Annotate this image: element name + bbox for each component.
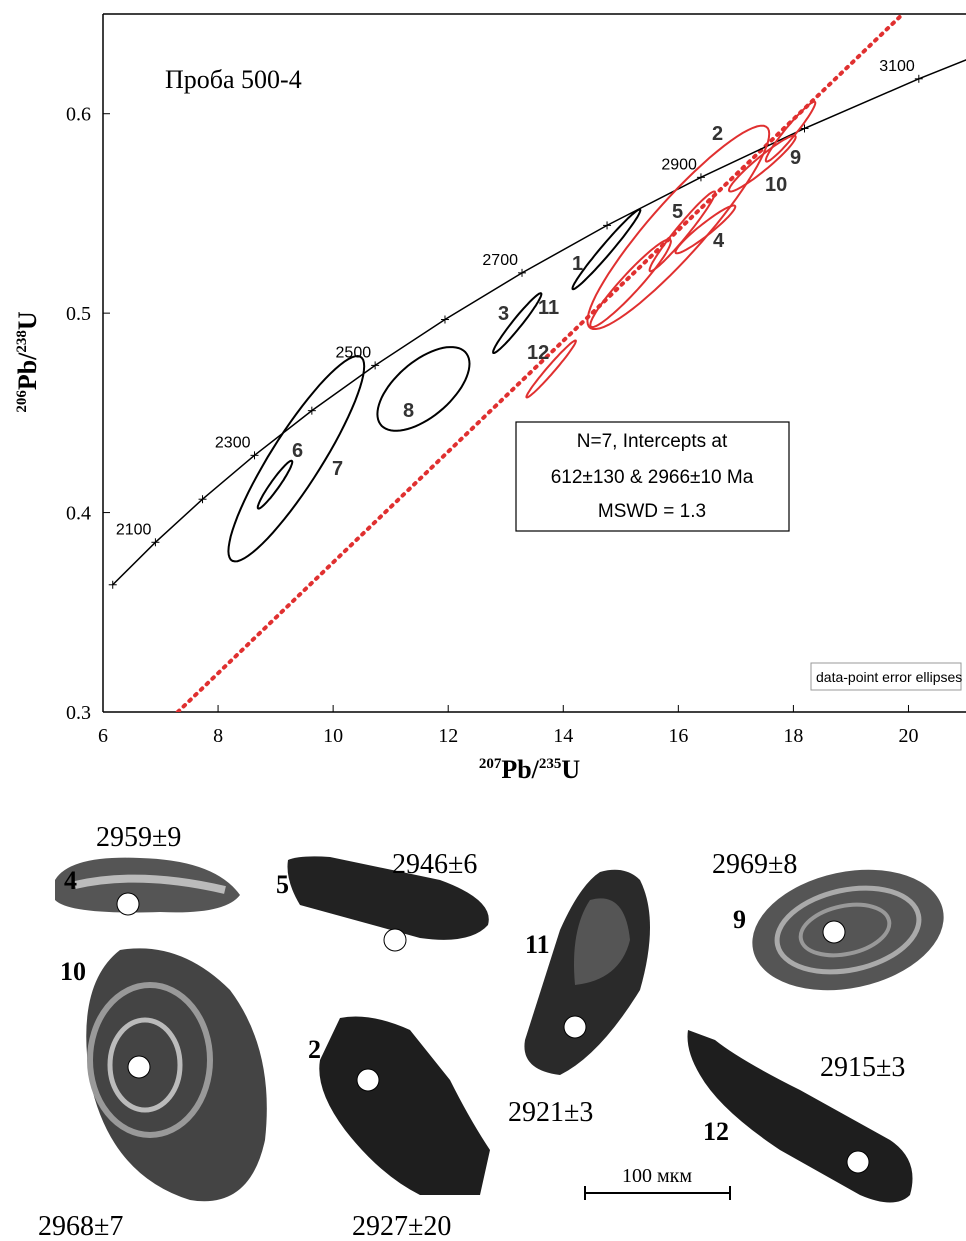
grain-label: 9 xyxy=(733,905,746,934)
point-label: 7 xyxy=(332,458,343,480)
point-label: 9 xyxy=(790,147,801,169)
annotation: 612±130 & 2966±10 Ma xyxy=(551,467,754,488)
point-label: 5 xyxy=(672,201,683,223)
spot xyxy=(384,929,406,951)
axis-label-part: Pb/ xyxy=(501,755,539,784)
x-tick-label: 14 xyxy=(553,725,573,747)
error-ellipse xyxy=(258,461,293,509)
concordia-tick xyxy=(697,173,705,181)
age-label: 3100 xyxy=(879,58,915,75)
age-label: 2700 xyxy=(482,252,518,269)
chart-title: Проба 500-4 xyxy=(165,65,302,94)
zircon-images: 4 5 11 9 10 2 12 2959±9 2946±6 2921±3 29… xyxy=(38,822,955,1241)
scale-bar-label: 100 мкм xyxy=(622,1165,692,1187)
spot xyxy=(564,1016,586,1038)
grain xyxy=(86,948,267,1201)
grain-age: 2927±20 xyxy=(352,1211,451,1241)
grain-label: 5 xyxy=(276,870,289,899)
grain-age: 2915±3 xyxy=(820,1052,905,1083)
grain-age: 2968±7 xyxy=(38,1211,123,1241)
concordia-tick xyxy=(603,221,611,229)
point-label: 4 xyxy=(713,230,725,252)
concordia-tick xyxy=(518,269,526,277)
grain-age: 2946±6 xyxy=(392,849,477,880)
concordia-tick xyxy=(915,75,923,83)
point-label: 10 xyxy=(765,174,787,196)
x-tick-label: 10 xyxy=(323,725,343,747)
y-tick-label: 0.5 xyxy=(66,303,91,325)
spot xyxy=(128,1056,150,1078)
age-label: 2300 xyxy=(215,434,251,451)
grain-age: 2959±9 xyxy=(96,822,181,853)
axis-label-part: 207 xyxy=(479,756,502,772)
concordia-tick xyxy=(441,316,449,324)
grain-label: 11 xyxy=(525,930,550,959)
page: Проба 500-4 N=7, Intercepts at 612±130 &… xyxy=(0,0,966,1241)
x-tick-label: 20 xyxy=(898,725,918,747)
point-label: 1 xyxy=(572,253,583,275)
annotation: N=7, Intercepts at xyxy=(577,431,728,452)
grain-label: 12 xyxy=(703,1117,729,1146)
grain-label: 4 xyxy=(64,866,77,895)
concordia-chart: Проба 500-4 N=7, Intercepts at 612±130 &… xyxy=(13,14,966,784)
axis-label: 207Pb/235U xyxy=(479,755,581,784)
grain-age: 2969±8 xyxy=(712,849,797,880)
x-tick-label: 6 xyxy=(98,725,108,747)
y-tick-label: 0.3 xyxy=(66,702,91,724)
axis-label-part: U xyxy=(561,755,580,784)
spot xyxy=(117,893,139,915)
point-label: 3 xyxy=(498,303,509,325)
grain xyxy=(319,1017,490,1196)
age-label: 2900 xyxy=(661,156,697,173)
error-ellipse xyxy=(377,347,469,431)
x-tick-label: 16 xyxy=(668,725,688,747)
x-tick-label: 18 xyxy=(783,725,803,747)
point-label: 8 xyxy=(403,400,414,422)
axis-label-part: U xyxy=(13,311,42,330)
y-tick-label: 0.6 xyxy=(66,104,91,126)
spot xyxy=(823,921,845,943)
age-label: 2100 xyxy=(116,521,152,538)
x-tick-label: 8 xyxy=(213,725,223,747)
axis-label-part: 235 xyxy=(539,756,562,772)
axis-label-part: 238 xyxy=(14,330,30,353)
point-label: 11 xyxy=(538,297,559,319)
point-label: 2 xyxy=(712,123,723,145)
axis-label: 206Pb/238U xyxy=(13,311,42,413)
axis-label-part: Pb/ xyxy=(13,352,42,390)
note: data-point error ellipses are 2Π xyxy=(816,669,966,685)
grain-label: 2 xyxy=(308,1035,321,1064)
age-label: 2500 xyxy=(336,344,372,361)
annotation: MSWD = 1.3 xyxy=(598,501,706,522)
point-label: 6 xyxy=(292,440,303,462)
axis-label-part: 206 xyxy=(14,390,30,413)
spot xyxy=(847,1151,869,1173)
grain-label: 10 xyxy=(60,957,86,986)
x-tick-label: 12 xyxy=(438,725,458,747)
spot xyxy=(357,1069,379,1091)
y-tick-label: 0.4 xyxy=(66,503,91,525)
point-label: 12 xyxy=(527,342,549,364)
grain-age: 2921±3 xyxy=(508,1097,593,1128)
